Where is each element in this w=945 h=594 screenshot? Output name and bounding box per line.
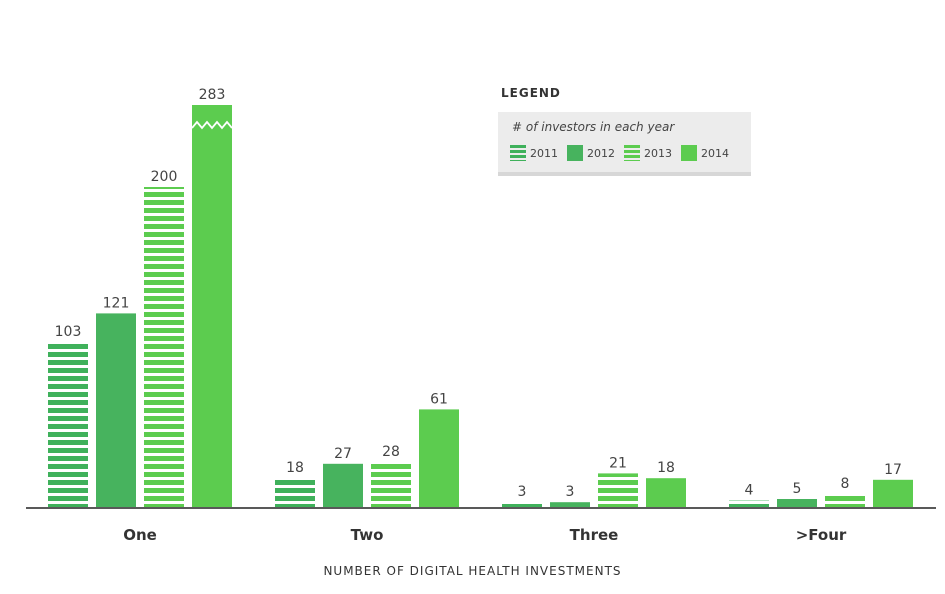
category-label-three: Three — [570, 526, 619, 544]
legend-swatch-2012 — [567, 145, 583, 161]
bar-one-2012 — [96, 313, 136, 507]
legend-item-2013: 2013 — [624, 145, 672, 161]
legend-label-2011: 2011 — [530, 146, 558, 160]
data-label-two-2012: 27 — [334, 446, 352, 462]
bar-two-2012 — [323, 463, 363, 507]
legend-item-2011: 2011 — [510, 145, 558, 161]
bars-group — [48, 105, 913, 507]
data-label-three-2014: 18 — [657, 460, 675, 476]
data-label-one-2014: 283 — [199, 87, 226, 103]
axis-break-mark — [191, 120, 233, 130]
data-label-four-2013: 8 — [841, 476, 850, 492]
data-label-one-2012: 121 — [103, 295, 130, 311]
bar-one-2013 — [144, 187, 184, 507]
legend-label-2013: 2013 — [644, 146, 672, 160]
bar-three-2012 — [550, 502, 590, 507]
legend-title: LEGEND — [501, 86, 561, 100]
legend-subtitle: # of investors in each year — [512, 120, 675, 134]
legend: # of investors in each year 2011 2012 20… — [498, 112, 751, 176]
bar-three-2011 — [502, 502, 542, 507]
bar-one-2014 — [192, 105, 232, 507]
bar-three-2014 — [646, 478, 686, 507]
x-axis-title: NUMBER OF DIGITAL HEALTH INVESTMENTS — [323, 564, 622, 578]
labels-group: 103 121 200 283 One 18 27 28 61 Two 3 3 21 18 Three 4 5 8… — [55, 87, 902, 544]
bar-four-2011 — [729, 500, 769, 507]
data-label-two-2011: 18 — [286, 460, 304, 476]
category-label-four: >Four — [796, 526, 847, 544]
bar-three-2013 — [598, 473, 638, 507]
data-label-three-2012: 3 — [566, 484, 575, 500]
bar-four-2013 — [825, 494, 865, 507]
legend-swatch-2013 — [624, 145, 640, 161]
legend-label-2012: 2012 — [587, 146, 615, 160]
bar-four-2012 — [777, 499, 817, 507]
data-label-three-2011: 3 — [518, 484, 527, 500]
bar-two-2014 — [419, 409, 459, 507]
bar-one-2011 — [48, 342, 88, 507]
bar-four-2014 — [873, 479, 913, 507]
data-label-two-2013: 28 — [382, 444, 400, 460]
data-label-one-2013: 200 — [151, 169, 178, 185]
bar-two-2013 — [371, 462, 411, 507]
data-label-four-2011: 4 — [745, 483, 754, 499]
data-label-one-2011: 103 — [55, 324, 82, 340]
legend-swatch-2014 — [681, 145, 697, 161]
data-label-four-2012: 5 — [793, 481, 802, 497]
legend-items: 2011 2012 2013 2014 — [510, 145, 729, 161]
legend-swatch-2011 — [510, 145, 526, 161]
data-label-four-2014: 17 — [884, 462, 902, 478]
data-label-three-2013: 21 — [609, 455, 627, 471]
legend-item-2012: 2012 — [567, 145, 615, 161]
data-label-two-2014: 61 — [430, 391, 448, 407]
legend-label-2014: 2014 — [701, 146, 729, 160]
category-label-one: One — [123, 526, 157, 544]
bar-two-2011 — [275, 478, 315, 507]
category-label-two: Two — [351, 526, 384, 544]
legend-item-2014: 2014 — [681, 145, 729, 161]
